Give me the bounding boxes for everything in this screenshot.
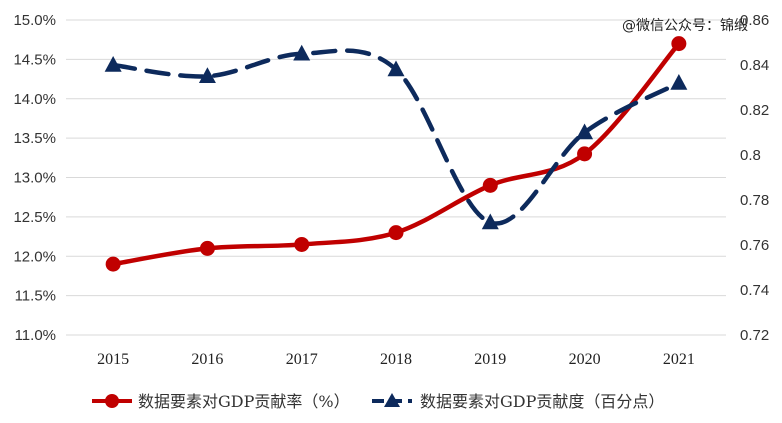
x-tick-label: 2015 — [97, 351, 129, 368]
x-axis-ticks: 2015 2016 2017 2018 2019 2020 2021 — [97, 351, 695, 368]
data-point-rate — [482, 177, 498, 193]
data-point-rate — [105, 256, 121, 272]
legend-label-degree: 数据要素对GDP贡献度（百分点） — [420, 392, 664, 411]
legend: 数据要素对GDP贡献率（%） 数据要素对GDP贡献度（百分点） — [92, 392, 664, 411]
gridlines — [66, 19, 726, 336]
y-left-tick-label: 11.0% — [15, 327, 56, 344]
watermark: @微信公众号：锦缎 — [622, 17, 748, 34]
y-left-tick-label: 11.5% — [15, 288, 56, 305]
x-tick-label: 2017 — [286, 351, 318, 368]
series-line-1 — [110, 48, 682, 226]
x-tick-label: 2019 — [474, 351, 506, 368]
right-axis-ticks: 0.72 0.74 0.76 0.78 0.8 0.82 0.84 0.86 — [740, 12, 769, 344]
y-left-tick-label: 13.5% — [13, 130, 56, 147]
legend-marker-circle — [105, 394, 119, 408]
legend-marker-triangle — [384, 393, 400, 407]
y-right-tick-label: 0.86 — [740, 12, 769, 29]
data-point-rate — [388, 225, 404, 241]
data-point-degree — [293, 44, 311, 61]
data-point-degree — [576, 123, 594, 140]
y-left-tick-label: 14.0% — [13, 91, 56, 108]
x-tick-label: 2016 — [191, 351, 223, 368]
y-right-tick-label: 0.84 — [740, 57, 769, 74]
y-left-tick-label: 13.0% — [13, 170, 56, 187]
legend-label-rate: 数据要素对GDP贡献率（%） — [138, 392, 350, 411]
x-tick-label: 2021 — [663, 351, 695, 368]
data-point-degree — [104, 56, 122, 72]
data-point-degree — [670, 74, 688, 90]
series-layer — [104, 36, 688, 272]
y-right-tick-label: 0.72 — [740, 327, 769, 344]
y-right-tick-label: 0.82 — [740, 102, 769, 119]
y-left-tick-label: 14.5% — [13, 51, 56, 68]
left-axis-ticks: 11.0% 11.5% 12.0% 12.5% 13.0% 13.5% 14.0% 14.5%… — [13, 12, 56, 344]
x-tick-label: 2018 — [380, 351, 412, 368]
data-point-degree — [198, 67, 216, 83]
data-point-degree — [481, 213, 499, 230]
data-point-degree — [387, 60, 405, 77]
y-right-tick-label: 0.76 — [740, 237, 769, 254]
y-left-tick-label: 12.0% — [13, 248, 56, 265]
y-right-tick-label: 0.74 — [740, 282, 769, 299]
data-point-rate — [294, 236, 310, 252]
y-left-tick-label: 15.0% — [13, 12, 56, 29]
y-left-tick-label: 12.5% — [13, 209, 56, 226]
data-point-rate — [577, 146, 593, 162]
y-right-tick-label: 0.8 — [740, 147, 761, 164]
data-point-rate — [199, 240, 215, 256]
x-tick-label: 2020 — [569, 351, 601, 368]
data-point-rate — [671, 36, 687, 52]
y-right-tick-label: 0.78 — [740, 192, 769, 209]
